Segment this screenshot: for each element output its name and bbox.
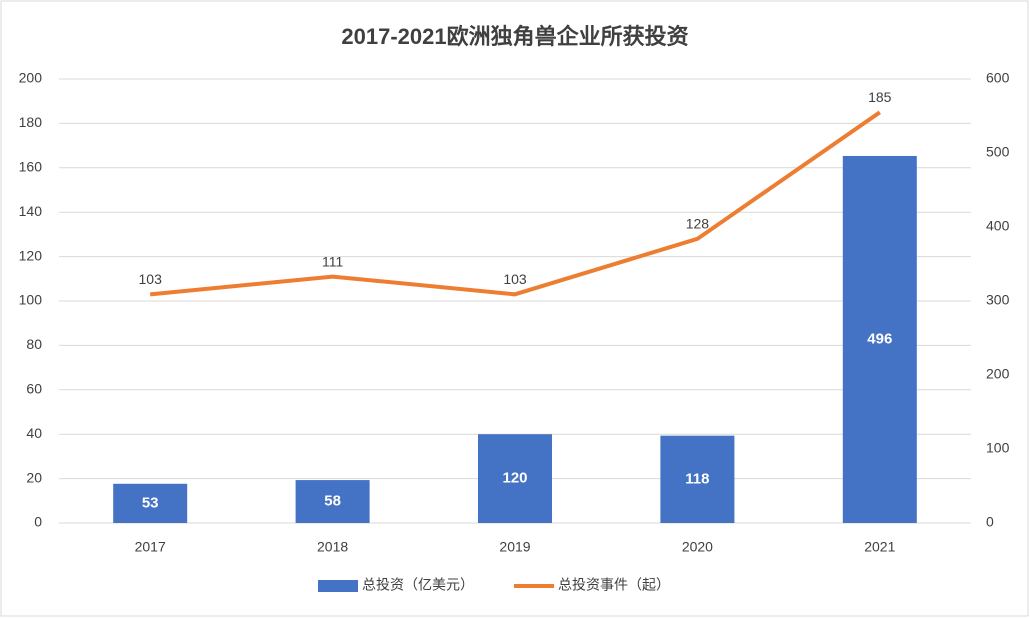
line-value-label: 111 <box>322 253 343 269</box>
line-value-label: 103 <box>503 271 527 287</box>
bar <box>478 434 552 523</box>
y-tick-label: 200 <box>19 70 43 86</box>
bar <box>295 480 370 523</box>
x-tick-label: 2021 <box>864 539 895 555</box>
x-tick-label: 2017 <box>135 539 166 555</box>
y-tick-label: 120 <box>19 247 43 263</box>
y-tick-label: 160 <box>19 159 43 175</box>
y2-tick-label: 500 <box>986 144 1010 160</box>
y-tick-label: 180 <box>19 114 43 130</box>
y-tick-label: 60 <box>26 381 42 397</box>
line-value-label: 185 <box>868 89 892 105</box>
y2-tick-label: 0 <box>986 514 994 530</box>
y-tick-label: 80 <box>26 336 42 352</box>
y-tick-label: 100 <box>19 292 43 308</box>
chart-title: 2017-2021欧洲独角兽企业所获投资 <box>341 24 688 49</box>
legend-label: 总投资（亿美元） <box>362 577 474 593</box>
bar-value-label: 120 <box>502 470 527 487</box>
line-value-label: 128 <box>686 216 710 232</box>
bar <box>113 483 188 523</box>
legend-swatch <box>318 580 358 592</box>
y2-tick-label: 300 <box>986 292 1010 308</box>
y2-tick-label: 600 <box>986 70 1010 86</box>
y-tick-label: 140 <box>19 203 43 219</box>
y-tick-label: 40 <box>26 425 42 441</box>
bar-value-label: 496 <box>867 330 892 347</box>
bar-value-label: 58 <box>324 493 341 510</box>
y2-tick-label: 400 <box>986 218 1010 234</box>
x-tick-label: 2020 <box>682 539 713 555</box>
x-tick-label: 2019 <box>499 539 530 555</box>
y2-tick-label: 100 <box>986 440 1010 456</box>
bar <box>660 435 735 523</box>
line <box>150 110 881 297</box>
y-tick-label: 0 <box>34 514 42 530</box>
legend-label: 总投资事件（起） <box>558 577 670 593</box>
y-tick-label: 20 <box>26 469 42 485</box>
bar-value-label: 53 <box>142 494 159 511</box>
line-value-label: 103 <box>139 271 163 287</box>
y2-tick-label: 200 <box>986 366 1010 382</box>
bar <box>842 155 917 523</box>
x-tick-label: 2018 <box>317 539 348 555</box>
bar-value-label: 118 <box>685 470 709 487</box>
